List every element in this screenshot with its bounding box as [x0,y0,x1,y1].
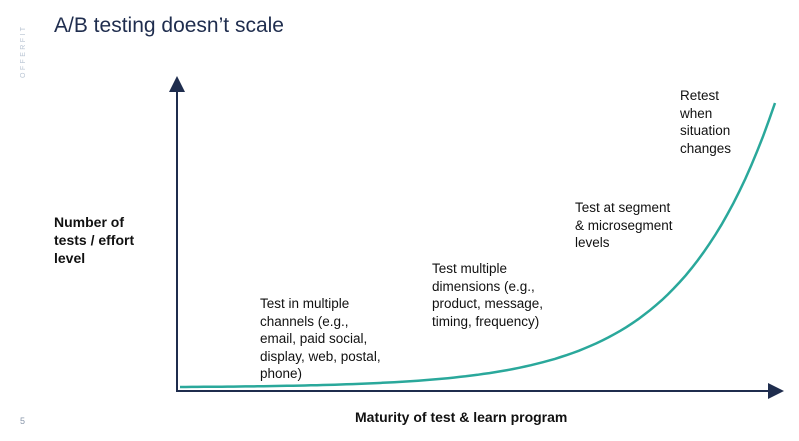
stage-label-line: changes [680,140,732,156]
stage-label-line: email, paid social, [260,331,368,346]
stage-label-line: channels (e.g., [260,313,349,329]
stage-label-retest: Retest when situation changes [680,87,731,157]
stage-label-line: Retest [680,88,720,103]
stage-label-line: when [680,105,713,121]
y-axis-label-line: tests / effort [54,232,135,248]
stage-label-line: Test in multiple [260,296,350,311]
stage-label-line: timing, frequency) [432,313,540,329]
stage-label-line: product, message, [432,296,544,311]
stage-label-dimensions: Test multiple dimensions (e.g., product,… [432,260,543,330]
brand-wordmark: OFFERFIT [20,25,27,78]
stage-label-line: & microsegment [575,217,673,233]
stage-label-line: Test multiple [432,261,508,276]
brand-logo: OFFERFIT [10,20,34,100]
stage-label-channels: Test in multiple channels (e.g., email, … [260,295,381,383]
y-axis-label-line: Number of [54,214,124,230]
y-axis-label-line: level [54,250,86,266]
stage-label-line: levels [575,235,610,250]
growth-curve [180,102,777,389]
x-axis-label: Maturity of test & learn program [355,409,568,425]
stage-label-segments: Test at segment & microsegment levels [575,199,673,252]
stage-label-line: situation [680,123,731,138]
y-axis-label: Number of tests / effort level [54,213,164,267]
stage-label-line: dimensions (e.g., [432,278,535,294]
stage-label-line: phone) [260,366,303,381]
stage-label-line: Test at segment [575,200,671,215]
page-number: 5 [20,416,26,426]
brand-logo-graphic: OFFERFIT [20,25,27,78]
stage-label-line: display, web, postal, [260,348,381,364]
slide-title: A/B testing doesn’t scale [54,14,284,37]
